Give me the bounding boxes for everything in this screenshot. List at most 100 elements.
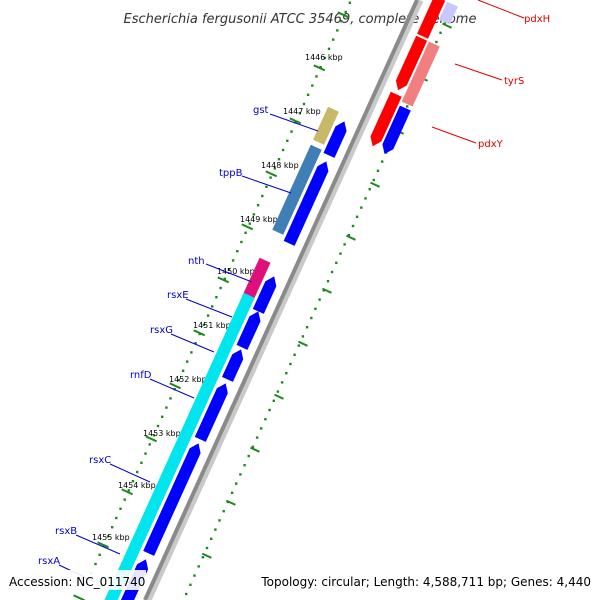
tick-dot bbox=[140, 461, 143, 464]
gene-label-tppB: tppB bbox=[219, 168, 243, 179]
tick-dot bbox=[314, 307, 317, 310]
gene-arrow bbox=[395, 35, 428, 91]
tick-dot bbox=[98, 553, 101, 556]
major-tick bbox=[313, 64, 326, 72]
tick-dot bbox=[364, 197, 367, 200]
tick-dot bbox=[161, 415, 164, 418]
tick-dot bbox=[236, 250, 239, 253]
tick-dot bbox=[248, 222, 251, 225]
minor-tick bbox=[273, 393, 284, 400]
tick-dot bbox=[435, 40, 438, 44]
tick-dot bbox=[318, 298, 321, 301]
gene-arrow bbox=[236, 311, 261, 350]
major-tick bbox=[265, 170, 278, 178]
label-connector bbox=[170, 333, 215, 353]
major-tick bbox=[217, 276, 230, 284]
forward-gene-track bbox=[104, 106, 347, 600]
tick-dot bbox=[376, 169, 380, 172]
tick-dot bbox=[273, 167, 276, 170]
tick-dot bbox=[222, 510, 225, 513]
gene-label-nth: nth bbox=[188, 256, 205, 267]
minor-tick bbox=[345, 234, 356, 241]
tick-dot bbox=[302, 102, 306, 106]
tick-dot bbox=[298, 112, 301, 115]
tick-dot bbox=[323, 56, 326, 60]
tick-label: 1450 kbp bbox=[217, 267, 255, 276]
tick-dot bbox=[256, 204, 260, 207]
tick-dot bbox=[144, 452, 147, 455]
gene-arrow-tppB bbox=[272, 144, 322, 235]
tick-label: 1455 kbp bbox=[92, 533, 130, 542]
tick-dot bbox=[186, 360, 189, 363]
tick-labels: 1446 kbp 1447 kbp 1448 kbp 1449 kbp 1450 kbp… bbox=[92, 53, 343, 542]
tick-dot bbox=[201, 556, 205, 559]
tick-dot bbox=[347, 234, 350, 237]
tick-dot bbox=[169, 397, 172, 400]
gene-arrow-rsx bbox=[104, 292, 255, 600]
tick-dot bbox=[185, 592, 188, 596]
tick-dot bbox=[115, 516, 118, 520]
major-tick bbox=[73, 594, 85, 600]
tick-dot bbox=[210, 537, 213, 540]
tick-dot bbox=[127, 489, 130, 492]
footer-left-bg bbox=[6, 570, 146, 590]
major-tick bbox=[121, 488, 134, 496]
minor-tick bbox=[321, 287, 332, 294]
tick-dot bbox=[368, 188, 371, 191]
tick-dot bbox=[106, 535, 110, 538]
tick-dot bbox=[94, 562, 97, 566]
major-tick bbox=[169, 382, 182, 390]
tick-dot bbox=[265, 185, 268, 188]
tick-dot bbox=[189, 583, 192, 586]
tick-dot bbox=[211, 305, 214, 308]
minor-tick bbox=[225, 499, 236, 506]
label-connector bbox=[109, 463, 151, 483]
gene-label-rsxE: rsxE bbox=[167, 290, 189, 301]
forward-gene-labels: gst tppB nth rsxE rsxG rnfD rsxC rsxB rsxA bbox=[38, 105, 319, 583]
tick-dot bbox=[227, 268, 231, 271]
reverse-gene-labels: pdxH tyrS pdxY bbox=[431, 0, 550, 150]
tick-dot bbox=[223, 277, 226, 280]
tick-dot bbox=[348, 1, 351, 5]
tick-label: 1446 kbp bbox=[305, 53, 343, 62]
tick-dot bbox=[193, 574, 196, 577]
tick-dot bbox=[181, 369, 185, 372]
backbone-line bbox=[143, 0, 419, 600]
tick-label: 1447 kbp bbox=[283, 107, 321, 116]
label-connector bbox=[454, 63, 503, 81]
gene-block bbox=[438, 1, 458, 25]
tick-dot bbox=[280, 381, 284, 384]
tick-dot bbox=[239, 473, 242, 476]
tick-dot bbox=[206, 314, 210, 317]
tick-label: 1451 kbp bbox=[193, 321, 231, 330]
tick-dot bbox=[286, 139, 289, 142]
tick-dot bbox=[251, 445, 255, 448]
tick-dot bbox=[319, 66, 322, 69]
tick-dot bbox=[190, 351, 193, 354]
tick-label: 1449 kbp bbox=[240, 215, 278, 224]
tick-dot bbox=[326, 280, 330, 283]
minor-tick bbox=[249, 446, 260, 453]
major-tick bbox=[97, 541, 110, 549]
tick-dot bbox=[165, 406, 168, 409]
backbone-shadow bbox=[144, 0, 424, 600]
tick-dot bbox=[111, 526, 114, 529]
gene-label-rsxC: rsxC bbox=[89, 455, 111, 466]
label-connector bbox=[75, 534, 121, 555]
tick-dot bbox=[297, 344, 300, 347]
tick-dots bbox=[90, 1, 451, 596]
tick-dot bbox=[148, 443, 151, 446]
tick-dot bbox=[255, 436, 259, 439]
gene-arrow-gst bbox=[313, 106, 339, 145]
label-connector bbox=[477, 0, 525, 19]
tick-label: 1448 kbp bbox=[261, 161, 299, 170]
tick-dot bbox=[327, 47, 331, 50]
major-tick bbox=[289, 117, 302, 125]
major-tick bbox=[145, 435, 158, 443]
tick-dot bbox=[197, 565, 200, 568]
tick-dot bbox=[339, 252, 342, 255]
tick-dot bbox=[268, 408, 271, 412]
tick-dot bbox=[252, 213, 256, 216]
tick-dot bbox=[311, 84, 314, 87]
tick-dot bbox=[240, 240, 243, 244]
